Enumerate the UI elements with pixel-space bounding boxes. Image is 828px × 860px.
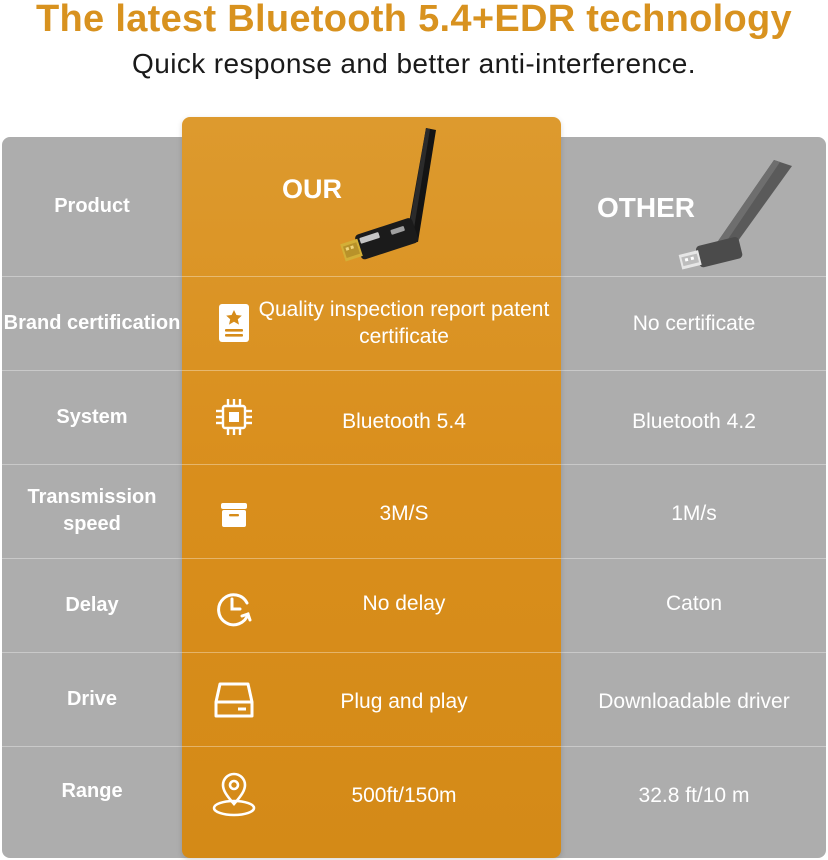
our-drive: Plug and play bbox=[340, 689, 468, 713]
chip-icon bbox=[210, 393, 258, 441]
clock-refresh-icon bbox=[210, 584, 258, 632]
row-label-drive: Drive bbox=[66, 687, 118, 710]
our-bluetooth-adapter-image bbox=[340, 128, 436, 262]
other-range: 32.8 ft/10 m bbox=[638, 783, 750, 807]
other-brand-certification: No certificate bbox=[632, 311, 756, 335]
other-drive: Downloadable driver bbox=[598, 689, 790, 713]
row-divider bbox=[182, 652, 561, 653]
our-transmission-speed: 3M/S bbox=[379, 501, 429, 525]
other-delay: Caton bbox=[665, 591, 723, 615]
other-system: Bluetooth 4.2 bbox=[632, 409, 756, 433]
row-label-system: System bbox=[56, 405, 128, 428]
other-bluetooth-adapter-image bbox=[678, 160, 792, 270]
box-icon bbox=[210, 491, 258, 539]
row-divider bbox=[182, 370, 561, 371]
row-label-delay: Delay bbox=[65, 593, 119, 616]
row-divider bbox=[182, 558, 561, 559]
row-label-brand-certification: Brand certification bbox=[3, 311, 181, 334]
row-divider bbox=[182, 276, 561, 277]
other-column-title: OTHER bbox=[597, 192, 695, 223]
certificate-icon bbox=[210, 299, 258, 347]
row-label-transmission-speed: Transmission speed bbox=[27, 486, 157, 535]
our-delay: No delay bbox=[362, 591, 446, 615]
other-transmission-speed: 1M/s bbox=[671, 501, 717, 525]
location-pin-icon bbox=[210, 770, 258, 818]
row-divider bbox=[182, 464, 561, 465]
row-divider bbox=[182, 746, 561, 747]
page-subtitle: Quick response and better anti-interfere… bbox=[132, 48, 696, 79]
our-column-title: OUR bbox=[282, 174, 342, 204]
row-label-product: Product bbox=[54, 195, 130, 217]
row-label-range: Range bbox=[61, 779, 123, 802]
our-range: 500ft/150m bbox=[351, 783, 457, 807]
page-title: The latest Bluetooth 5.4+EDR technology bbox=[36, 0, 792, 40]
drive-icon bbox=[210, 676, 258, 724]
our-brand-certification: Quality inspection report patent certifi… bbox=[258, 298, 550, 348]
our-system: Bluetooth 5.4 bbox=[342, 409, 466, 433]
